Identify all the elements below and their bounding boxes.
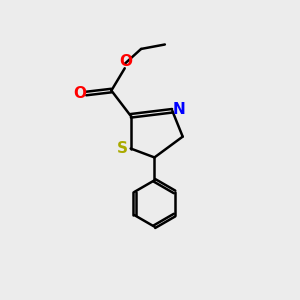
Text: N: N	[172, 102, 185, 117]
Text: O: O	[119, 54, 132, 69]
Text: S: S	[117, 141, 128, 156]
Text: O: O	[73, 86, 86, 101]
